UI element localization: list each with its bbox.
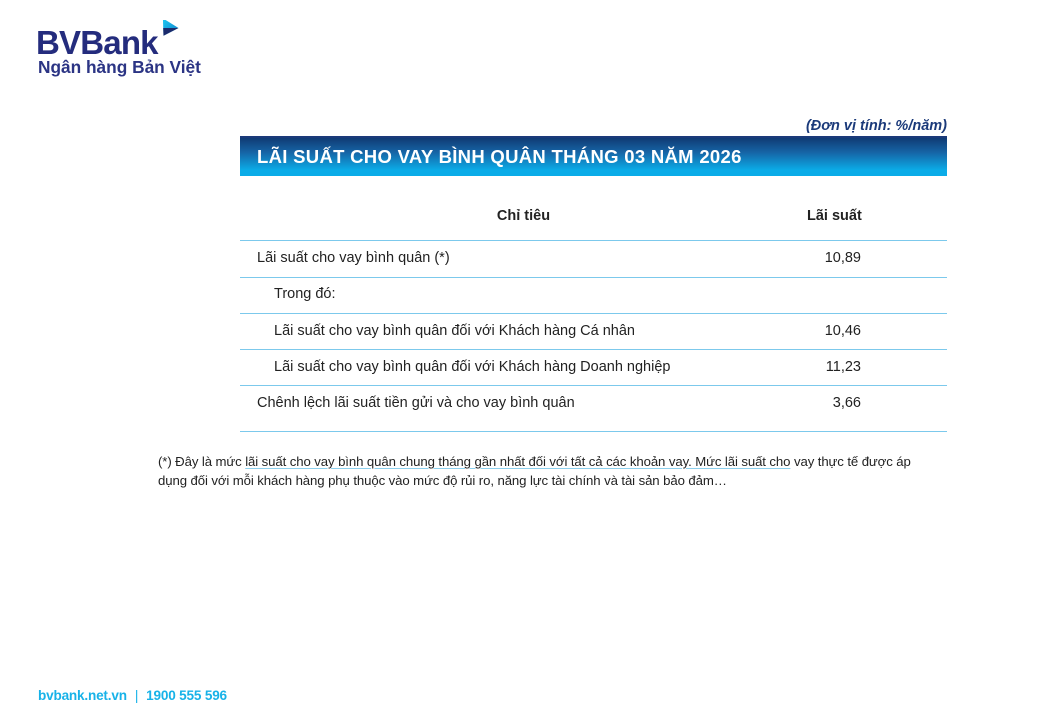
svg-text:BVBank: BVBank: [36, 24, 159, 61]
svg-text:Ngân hàng Bản Việt: Ngân hàng Bản Việt: [38, 57, 201, 77]
